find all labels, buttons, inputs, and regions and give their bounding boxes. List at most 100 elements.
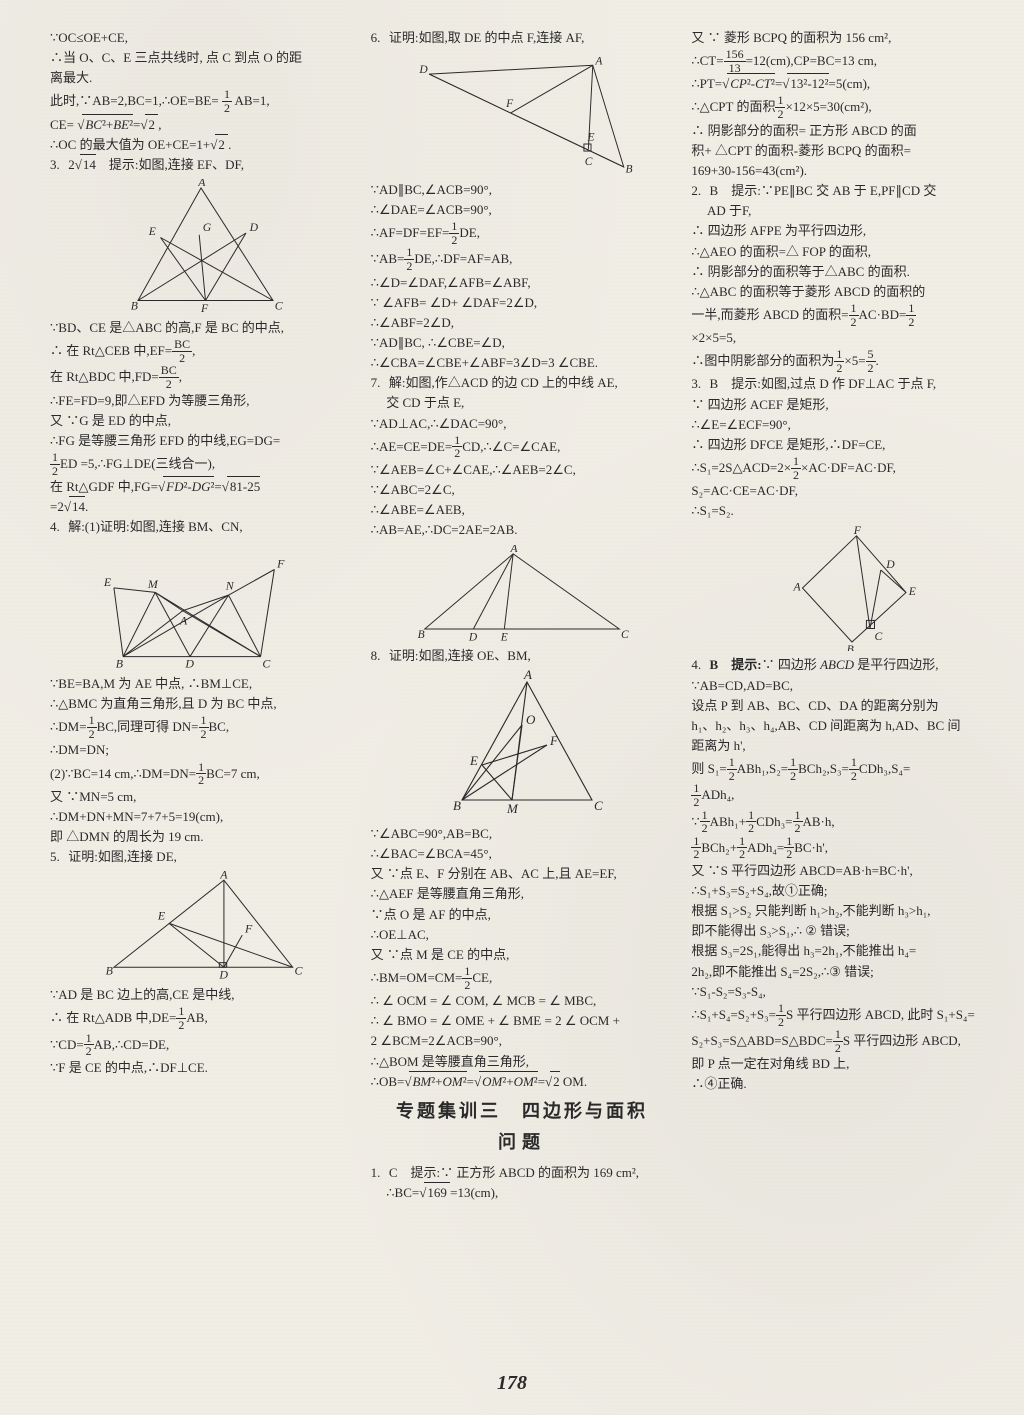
svg-text:B: B [116,656,124,670]
figure-col3-1: A B C D E F [753,525,933,651]
svg-text:C: C [275,300,283,313]
text: ∵BD、CE 是△ABC 的高,F 是 BC 的中点, [50,318,353,338]
svg-text:E: E [500,631,508,642]
text: ∴△BOM 是等腰直角三角形, [371,1052,674,1072]
text: ∴当 O、C、E 三点共线时, 点 C 到点 O 的距 [50,48,353,68]
column-1: ∵OC≤OE+CE, ∴当 O、C、E 三点共线时, 点 C 到点 O 的距 离… [50,28,353,1365]
text: ∵F 是 CE 的中点,∴DF⊥CE. [50,1058,353,1078]
svg-text:E: E [586,132,594,144]
text: ∴∠ABE=∠AEB, [371,500,674,520]
text: 在 Rt△BDC 中,FD=BC2, [50,364,353,390]
text: ∵AD∥BC,∠ACB=90°, [371,180,674,200]
text: ∴④正确. [691,1074,994,1094]
svg-text:O: O [526,712,536,727]
section-title: 专题集训三 四边形与面积 [371,1098,674,1126]
text: 设点 P 到 AB、BC、CD、DA 的距离分别为 [691,696,994,716]
text: 169+30-156=43(cm²). [691,161,994,181]
text: ∵12ABh₁+12CDh₃=12AB·h, [691,809,994,835]
text: 12ADh₄, [691,782,994,808]
text: ∴PT=√CP²-CT²=√13²-12²=5(cm), [691,74,994,94]
column-2: 6. 证明:如图,取 DE 的中点 F,连接 AF, A B C D E F ∵… [371,28,674,1365]
svg-text:C: C [874,631,882,644]
text: ∴S₁+S₃=S₂+S₄,故①正确; [691,881,994,901]
text: ∴ 四边形 AFPE 为平行四边形, [691,221,994,241]
figure-col2-2: A B C D E [407,545,637,642]
text: ∵∠AEB=∠C+∠CAE,∴∠AEB=2∠C, [371,460,674,480]
svg-text:B: B [106,964,114,978]
svg-text:A: A [179,613,188,627]
figure-col1-3: A B C D E F [91,871,311,981]
text: ∴OC 的最大值为 OE+CE=1+√2 . [50,135,353,155]
svg-text:D: D [249,221,259,234]
text: ∵ 四边形 ACEF 是矩形, [691,395,994,415]
svg-text:G: G [203,221,212,234]
text: 又 ∵点 M 是 CE 的中点, [371,945,674,965]
text: 即不能得出 S₃>S₁,∴ ② 错误; [691,921,994,941]
svg-text:C: C [263,656,272,670]
q2: 2. B 提示:∵PE∥BC 交 AB 于 E,PF∥CD 交 [691,181,994,201]
text: ∵AD 是 BC 边上的高,CE 是中线, [50,985,353,1005]
text: 12ED =5,∴FG⊥DE(三线合一), [50,451,353,477]
svg-text:D: D [885,559,895,572]
text: ∴ 在 Rt△CEB 中,EF=BC2, [50,338,353,364]
text: ∵AB=CD,AD=BC, [691,676,994,696]
text: ∴△AEO 的面积=△ FOP 的面积, [691,242,994,262]
figure-col1-1: A B C D E F G [111,179,291,314]
text: 又 ∵G 是 ED 的中点, [50,411,353,431]
svg-text:F: F [549,733,559,748]
q4: 4. B 提示:∵ 四边形 ABCD 是平行四边形, [691,655,994,675]
figure-col2-3: A B C E F M O [432,670,612,820]
svg-text:B: B [418,628,425,640]
text: 又 ∵点 E、F 分别在 AB、AC 上,且 AE=EF, [371,864,674,884]
text: 则 S₁=12ABh₁,S₂=12BCh₂,S₃=12CDh₃,S₄= [691,756,994,782]
text: ∵AB=12DE,∴DF=AF=AB, [371,246,674,272]
text: 即 △DMN 的周长为 19 cm. [50,827,353,847]
svg-text:F: F [200,302,209,314]
text: ∵AD∥BC, ∴∠CBE=∠D, [371,333,674,353]
text: ∴∠ABF=2∠D, [371,313,674,333]
svg-text:D: D [185,656,195,670]
q8: 8. 证明:如图,连接 OE、BM, [371,646,674,666]
text: ∵∠ABC=2∠C, [371,480,674,500]
text: ∴∠CBA=∠CBE+∠ABF=3∠D=3 ∠CBE. [371,353,674,373]
q6: 6. 证明:如图,取 DE 的中点 F,连接 AF, [371,28,674,48]
svg-text:D: D [219,968,229,982]
q7: 7. 解:如图,作△ACD 的边 CD 上的中线 AE, [371,373,674,393]
page-columns: ∵OC≤OE+CE, ∴当 O、C、E 三点共线时, 点 C 到点 O 的距 离… [50,28,994,1365]
figure-col2-1: A B C D E F [407,52,637,176]
text: ∴ 阴影部分的面积= 正方形 ABCD 的面 [691,121,994,141]
text: ∴ ∠ OCM = ∠ COM, ∠ MCB = ∠ MBC, [371,991,674,1011]
text: ∵CD=12AB,∴CD=DE, [50,1032,353,1058]
text: ∴∠E=∠ECF=90°, [691,415,994,435]
text: h₁、h₂、h₃、h₄,AB、CD 间距离为 h,AD、BC 间 [691,716,994,736]
text: ∴ 在 Rt△ADB 中,DE=12AB, [50,1005,353,1031]
text: 2 ∠BCM=2∠ACB=90°, [371,1031,674,1051]
text: ∴图中阴影部分的面积为12×5=52. [691,348,994,374]
text: 又 ∵MN=5 cm, [50,787,353,807]
text: 根据 S₁>S₂ 只能判断 h₁>h₂,不能判断 h₃>h₁, [691,901,994,921]
svg-text:B: B [625,163,632,175]
text: CE= √BC²+BE²=√2 , [50,115,353,135]
text: ∵S₁-S₂=S₃-S₄, [691,982,994,1002]
text: ∵BE=BA,M 为 AE 中点, ∴BM⊥CE, [50,674,353,694]
text: ∴∠BAC=∠BCA=45°, [371,844,674,864]
text: 交 CD 于点 E, [371,393,674,413]
q3: 3. B 提示:如图,过点 D 作 DF⊥AC 于点 F, [691,374,994,394]
svg-text:A: A [594,56,603,68]
text: ∴AB=AE,∴DC=2AE=2AB. [371,520,674,540]
q5: 5. 证明:如图,连接 DE, [50,847,353,867]
text: ∴S₁+S₄=S₂+S₃=12S 平行四边形 ABCD, 此时 S₁+S₄= [691,1002,994,1028]
svg-text:A: A [220,871,229,881]
text: AD 于F, [691,201,994,221]
svg-text:A: A [510,545,519,555]
svg-text:E: E [907,586,915,599]
text: 又 ∵S 平行四边形 ABCD=AB·h=BC·h', [691,861,994,881]
text: ∴AF=DF=EF=12DE, [371,220,674,246]
text: ∴DM=12BC,同理可得 DN=12BC, [50,714,353,740]
q1: 1. C 提示:∵ 正方形 ABCD 的面积为 169 cm², [371,1163,674,1183]
text: ∵AD⊥AC,∴∠DAC=90°, [371,414,674,434]
text: ∴CT=15613=12(cm),CP=BC=13 cm, [691,48,994,74]
text: ∴DM=DN; [50,740,353,760]
svg-text:D: D [418,64,428,76]
text: ∴∠D=∠DAF,∠AFB=∠ABF, [371,273,674,293]
